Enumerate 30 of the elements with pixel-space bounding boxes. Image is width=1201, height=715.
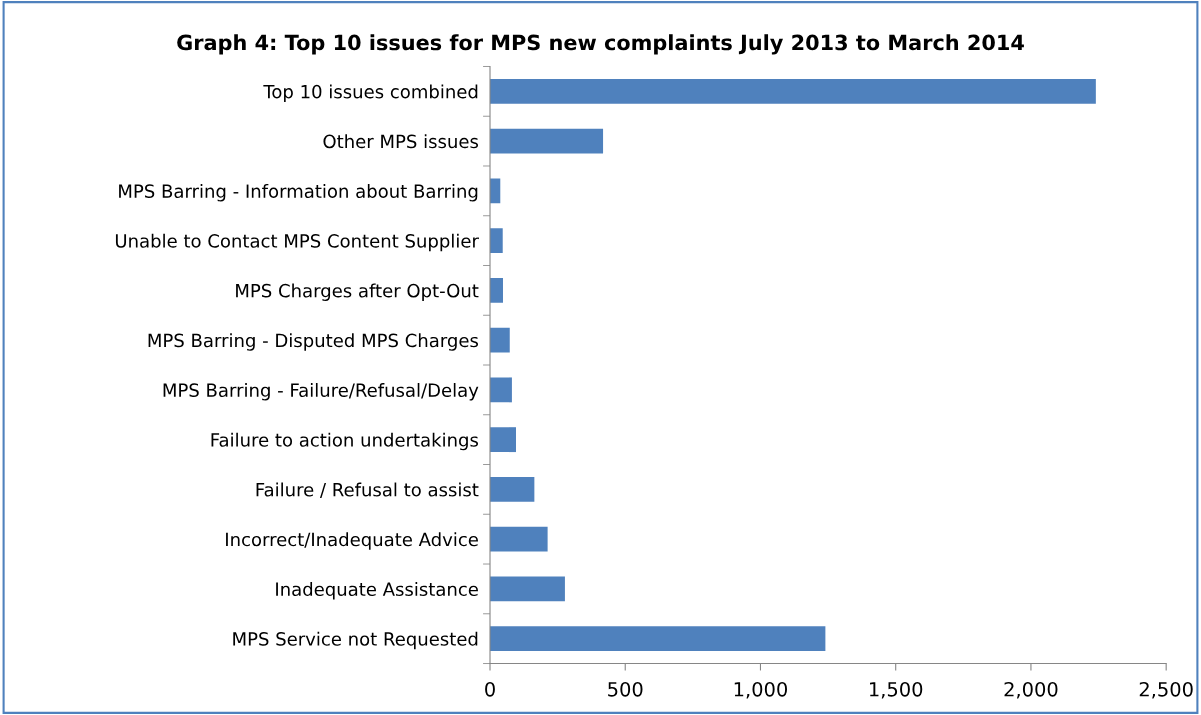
bar bbox=[490, 78, 1096, 104]
x-tick-label: 1,000 bbox=[734, 681, 788, 699]
y-tick-label: Other MPS issues bbox=[323, 134, 479, 149]
x-tick-label: 1,500 bbox=[870, 681, 923, 699]
bar bbox=[490, 377, 512, 403]
x-tick-label: 500 bbox=[608, 681, 643, 697]
bar bbox=[490, 476, 535, 502]
bar bbox=[490, 277, 503, 303]
y-tick-label: MPS Charges after Opt-Out bbox=[236, 283, 479, 301]
y-tick-label: MPS Barring - Disputed MPS Charges bbox=[148, 333, 479, 351]
x-tick-label: 0 bbox=[485, 681, 495, 697]
y-tick-label: Incorrect/Inadequate Advice bbox=[226, 532, 478, 550]
x-tick-label: 2,000 bbox=[1004, 681, 1058, 699]
y-tick-label: MPS Barring - Failure/Refusal/Delay bbox=[163, 383, 479, 401]
y-tick-label: MPS Service not Requested bbox=[233, 631, 478, 650]
y-tick-label: Unable to Contact MPS Content Supplier bbox=[115, 233, 479, 252]
bar bbox=[490, 427, 516, 453]
y-tick-label: Top 10 issues combined bbox=[263, 84, 478, 102]
bar bbox=[490, 526, 548, 552]
y-tick-label: Failure / Refusal to assist bbox=[256, 482, 479, 498]
bar bbox=[490, 128, 604, 154]
y-tick-label: Inadequate Assistance bbox=[276, 582, 478, 600]
y-tick-label: MPS Barring - Information about Barring bbox=[119, 184, 478, 202]
bar bbox=[490, 576, 565, 602]
bar bbox=[490, 228, 503, 254]
y-tick-label: Failure to action undertakings bbox=[211, 432, 479, 451]
bar bbox=[490, 626, 826, 652]
x-tick-label: 2,500 bbox=[1139, 681, 1193, 699]
chart-title: Graph 4: Top 10 issues for MPS new complaints July 2013 to March 2014 bbox=[177, 34, 1024, 55]
bar bbox=[490, 327, 510, 353]
